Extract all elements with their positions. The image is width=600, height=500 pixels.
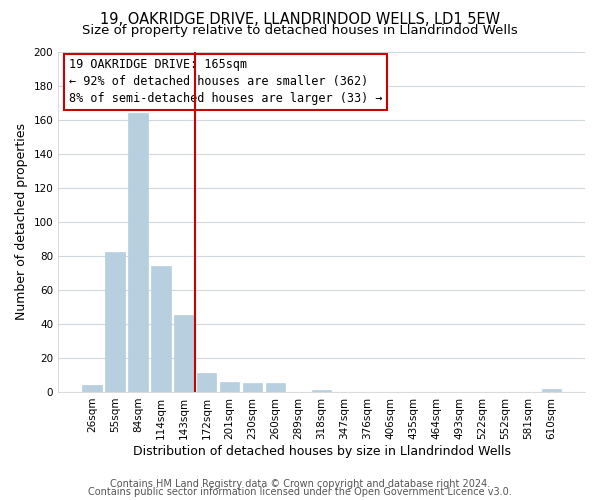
Text: Contains public sector information licensed under the Open Government Licence v3: Contains public sector information licen…	[88, 487, 512, 497]
Bar	[174, 316, 194, 392]
Bar	[82, 385, 101, 392]
Bar	[128, 113, 148, 392]
Bar	[220, 382, 239, 392]
Bar	[105, 252, 125, 392]
Text: Contains HM Land Registry data © Crown copyright and database right 2024.: Contains HM Land Registry data © Crown c…	[110, 479, 490, 489]
Bar	[542, 388, 561, 392]
Text: 19 OAKRIDGE DRIVE: 165sqm
← 92% of detached houses are smaller (362)
8% of semi-: 19 OAKRIDGE DRIVE: 165sqm ← 92% of detac…	[69, 58, 382, 106]
Text: 19, OAKRIDGE DRIVE, LLANDRINDOD WELLS, LD1 5EW: 19, OAKRIDGE DRIVE, LLANDRINDOD WELLS, L…	[100, 12, 500, 28]
Bar	[243, 384, 262, 392]
Text: Size of property relative to detached houses in Llandrindod Wells: Size of property relative to detached ho…	[82, 24, 518, 37]
Bar	[312, 390, 331, 392]
X-axis label: Distribution of detached houses by size in Llandrindod Wells: Distribution of detached houses by size …	[133, 444, 511, 458]
Bar	[151, 266, 170, 392]
Bar	[266, 384, 286, 392]
Y-axis label: Number of detached properties: Number of detached properties	[15, 123, 28, 320]
Bar	[197, 373, 217, 392]
